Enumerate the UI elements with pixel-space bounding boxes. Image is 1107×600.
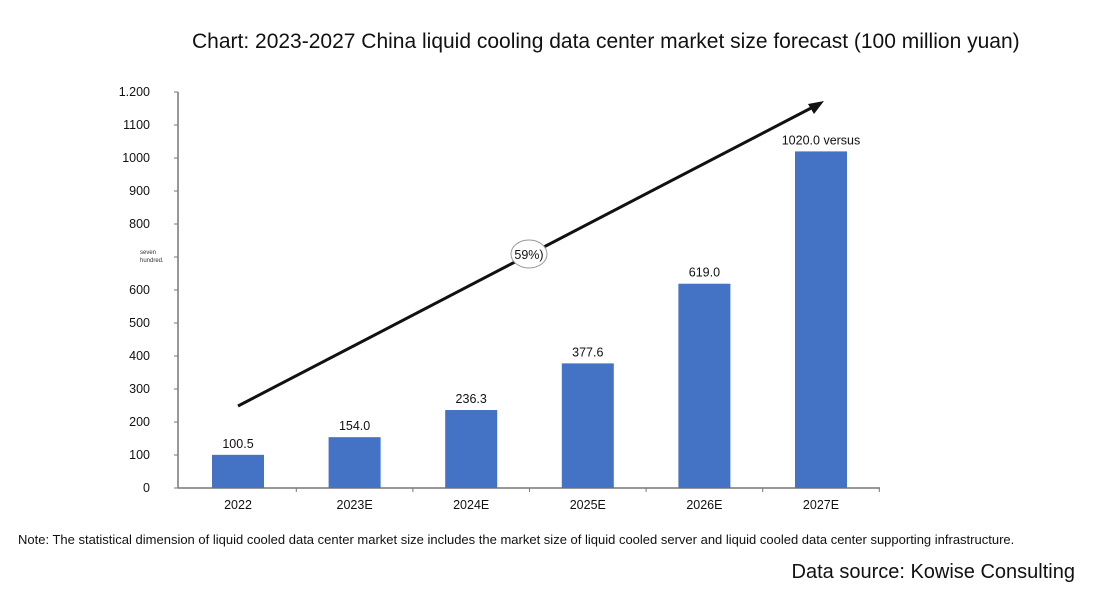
y-tick-label: 1.200	[119, 85, 150, 99]
data-label: 377.6	[572, 345, 603, 359]
y-tick-label: 500	[129, 316, 150, 330]
x-tick-label: 2027E	[803, 498, 839, 512]
x-tick-label: 2025E	[570, 498, 606, 512]
chart-note: Note: The statistical dimension of liqui…	[18, 532, 1015, 547]
x-tick-label: 2024E	[453, 498, 489, 512]
y-tick-label: 1100	[123, 118, 150, 132]
y-tick-label: 100	[129, 448, 150, 462]
data-source: Data source: Kowise Consulting	[791, 561, 1075, 583]
data-label: 236.3	[456, 392, 487, 406]
axes: 0 100 200 300 400 500 600 seven hundred. 800 900 10…	[119, 85, 880, 512]
data-label: 1020.0 versus	[782, 133, 861, 147]
bars: 100.5 154.0 236.3 377.6 619.0 1020.0 versus	[212, 133, 860, 488]
bar-2023E	[328, 437, 381, 488]
y-tick-label: 600	[129, 283, 150, 297]
bar-2022	[212, 454, 264, 488]
y-tick-label: 300	[129, 382, 150, 396]
data-label: 619.0	[689, 266, 720, 280]
y-tick-label: 900	[129, 184, 150, 198]
bar-2025E	[561, 363, 614, 488]
bar-2024E	[445, 410, 498, 488]
y-tick-label: 1000	[122, 151, 150, 165]
x-tick-label: 2026E	[686, 498, 722, 512]
trend-arrow-head	[808, 101, 824, 114]
growth-label-bubble	[510, 239, 548, 269]
y-tick-label: seven	[140, 250, 156, 256]
x-tick-label: 2023E	[337, 498, 373, 512]
y-tick-label: 400	[129, 349, 150, 363]
y-tick-label: hundred.	[140, 258, 164, 264]
x-tick-label: 2022	[224, 498, 252, 512]
bar-2026E	[678, 283, 731, 488]
data-label: 154.0	[339, 419, 370, 433]
y-tick-label: 800	[129, 217, 150, 231]
chart-title: Chart: 2023-2027 China liquid cooling da…	[192, 30, 1020, 53]
bar-2027E	[795, 151, 847, 488]
data-label: 100.5	[222, 437, 253, 451]
y-tick-label: 200	[129, 415, 150, 429]
y-tick-label: 0	[143, 481, 150, 495]
growth-rate-label: 59%)	[514, 248, 543, 262]
